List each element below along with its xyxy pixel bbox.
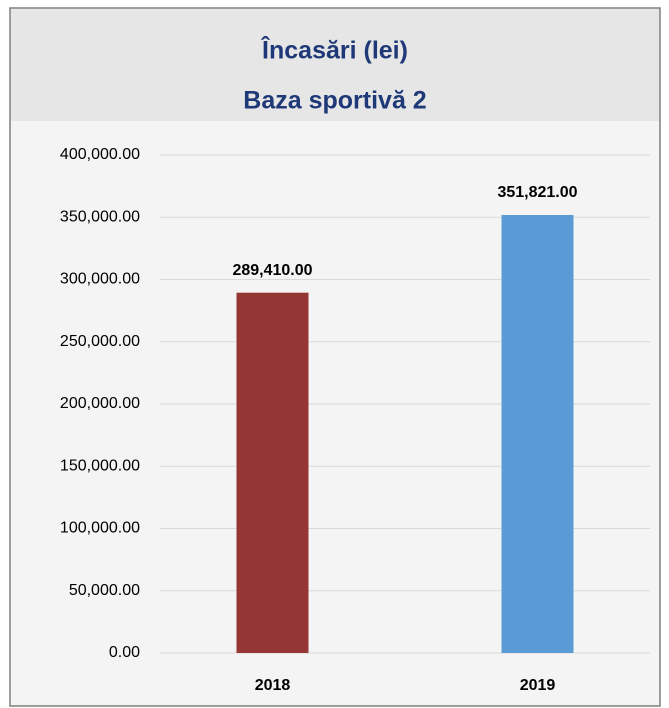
data-label: 289,410.00: [232, 262, 312, 279]
y-tick-label: 200,000.00: [60, 395, 140, 412]
data-label: 351,821.00: [497, 184, 577, 201]
chart-subtitle: Baza sportivă 2: [243, 87, 426, 115]
x-tick-label: 2018: [255, 677, 291, 694]
y-tick-label: 100,000.00: [60, 520, 140, 537]
y-tick-label: 250,000.00: [60, 333, 140, 350]
y-tick-label: 150,000.00: [60, 457, 140, 474]
y-tick-label: 0.00: [109, 644, 140, 661]
y-tick-label: 400,000.00: [60, 146, 140, 163]
chart-title: Încasări (lei): [260, 35, 408, 65]
x-tick-label: 2019: [520, 677, 556, 694]
y-tick-label: 350,000.00: [60, 208, 140, 225]
header-band: [11, 9, 659, 121]
y-tick-label: 50,000.00: [69, 582, 140, 599]
bar: [236, 292, 309, 653]
bar: [501, 214, 574, 653]
y-tick-label: 300,000.00: [60, 271, 140, 288]
